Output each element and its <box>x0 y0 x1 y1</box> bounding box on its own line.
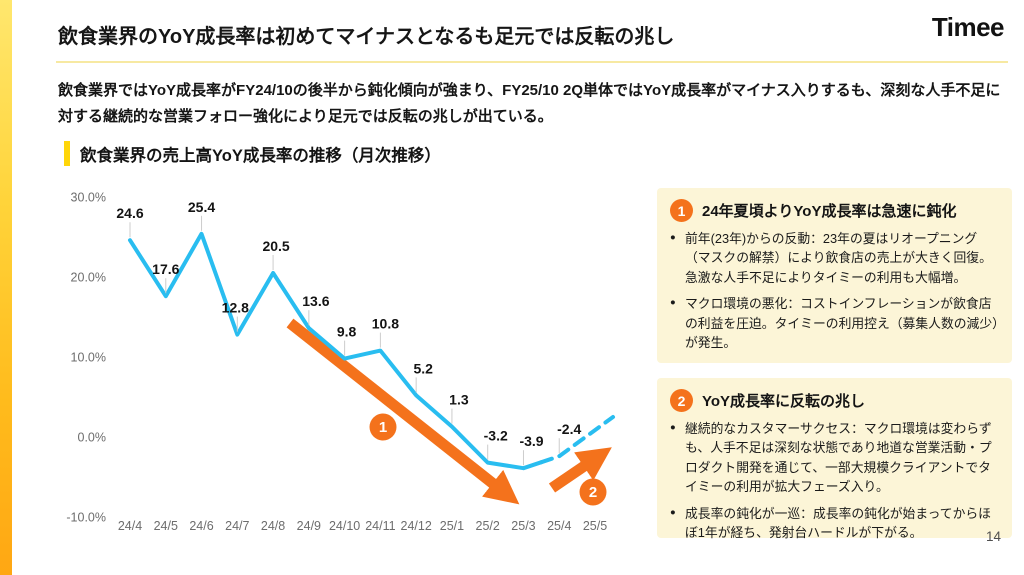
bullet-item: 継続的なカスタマーサクセス：マクロ環境は変わらずも、人手不足は深刻な状態であり地… <box>670 419 999 497</box>
data-label: 13.6 <box>302 293 329 309</box>
x-axis-tick: 24/8 <box>261 519 285 533</box>
callout-2-badge: 2 <box>670 389 693 412</box>
yoy-projection-dashed <box>539 415 616 465</box>
annotation-badge-label: 2 <box>589 484 597 501</box>
annotation-badge-label: 1 <box>379 419 387 436</box>
x-axis-tick: 24/7 <box>225 519 249 533</box>
x-axis-tick: 24/11 <box>365 519 395 533</box>
lead-paragraph: 飲食業界ではYoY成長率がFY24/10の後半から鈍化傾向が強まり、FY25/1… <box>58 82 1001 125</box>
y-axis-tick: -10.0% <box>66 511 106 525</box>
chart-title: 飲食業界の売上高YoY成長率の推移（月次推移） <box>80 146 441 165</box>
y-axis-tick: 30.0% <box>71 191 106 205</box>
data-label: -3.9 <box>519 433 543 449</box>
trend-arrow-up <box>548 447 612 493</box>
annotation-badge-2 <box>579 478 607 506</box>
x-axis-tick: 25/3 <box>511 519 535 533</box>
x-axis-tick: 25/5 <box>583 519 607 533</box>
timee-logo: Timee <box>931 12 1005 42</box>
callout-1-badge: 1 <box>670 199 693 222</box>
bullet-item: 成長率の鈍化が一巡：成長率の鈍化が始まってからほぼ1年が経ち、発射台ハードルが下… <box>670 504 999 543</box>
callout-1-bullets: 前年(23年)からの反動：23年の夏はリオープニング（マスクの解禁）により飲食店… <box>670 229 999 353</box>
trend-arrow-down <box>286 318 520 505</box>
x-axis-tick: 24/6 <box>189 519 213 533</box>
x-axis-tick: 25/1 <box>440 519 464 533</box>
chart-section-heading: 飲食業界の売上高YoY成長率の推移（月次推移） <box>64 141 441 166</box>
bullet-item: マクロ環境の悪化：コストインフレーションが飲食店の利益を圧迫。タイミーの利用控え… <box>670 294 999 352</box>
callout-box-1: 1 24年夏頃よりYoY成長率は急速に鈍化 前年(23年)からの反動：23年の夏… <box>657 188 1012 363</box>
x-axis-tick: 25/2 <box>476 519 500 533</box>
data-label: 24.6 <box>116 205 143 221</box>
y-axis-tick: 20.0% <box>71 271 106 285</box>
y-axis-tick: 10.0% <box>71 351 106 365</box>
yoy-series-line <box>128 231 544 471</box>
title-divider <box>56 61 1008 63</box>
x-axis-tick: 24/4 <box>118 519 142 533</box>
data-label: 10.8 <box>372 316 399 332</box>
x-axis-tick: 24/10 <box>329 519 360 533</box>
data-label: 9.8 <box>337 324 357 340</box>
data-label: 1.3 <box>449 392 469 408</box>
callout-2-bullets: 継続的なカスタマーサクセス：マクロ環境は変わらずも、人手不足は深刻な状態であり地… <box>670 419 999 543</box>
callout-2-header: 2 YoY成長率に反転の兆し <box>670 389 999 412</box>
data-label: 17.6 <box>152 261 179 277</box>
data-label: 12.8 <box>222 300 249 316</box>
x-axis-tick: 25/4 <box>547 519 571 533</box>
left-accent-strip <box>0 0 12 575</box>
y-axis-tick: 0.0% <box>78 431 107 445</box>
yoy-line-chart: 30.0% 20.0% 10.0% 0.0% -10.0% 24/4 24/5 24/6 24/… <box>66 191 616 533</box>
callout-box-2: 2 YoY成長率に反転の兆し 継続的なカスタマーサクセス：マクロ環境は変わらずも… <box>657 378 1012 540</box>
data-label: 25.4 <box>188 199 215 215</box>
data-label: 20.5 <box>262 238 289 254</box>
page-title: 飲食業界のYoY成長率は初めてマイナスとなるも足元では反転の兆し <box>58 26 675 48</box>
x-axis-tick: 24/12 <box>401 519 432 533</box>
callout-1-title: 24年夏頃よりYoY成長率は急速に鈍化 <box>702 203 957 220</box>
callout-2-title: YoY成長率に反転の兆し <box>702 393 866 410</box>
page-number: 14 <box>986 529 1002 544</box>
callout-1-header: 1 24年夏頃よりYoY成長率は急速に鈍化 <box>670 199 999 222</box>
data-label: -2.4 <box>557 421 581 437</box>
data-label: -3.2 <box>484 428 508 444</box>
annotation-badge-1 <box>369 413 397 441</box>
x-axis-tick: 24/9 <box>297 519 321 533</box>
section-accent-bar <box>64 141 70 166</box>
data-label: 5.2 <box>413 360 433 376</box>
x-axis-tick: 24/5 <box>154 519 178 533</box>
bullet-item: 前年(23年)からの反動：23年の夏はリオープニング（マスクの解禁）により飲食店… <box>670 229 999 287</box>
